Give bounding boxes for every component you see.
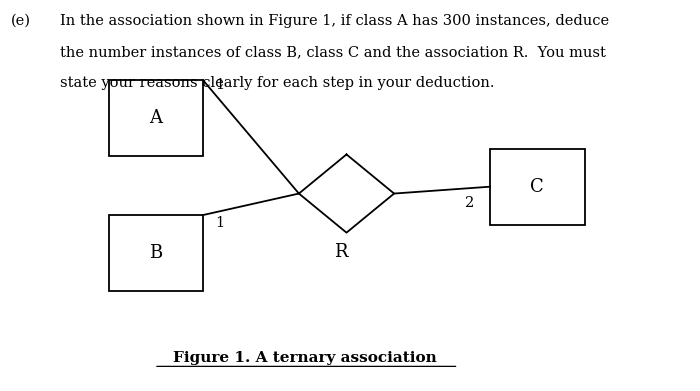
Bar — [108, 80, 203, 156]
Text: A: A — [149, 109, 162, 127]
Text: R: R — [334, 243, 348, 261]
Text: (e): (e) — [10, 14, 31, 28]
Text: the number instances of class B, class C and the association R.  You must: the number instances of class B, class C… — [60, 45, 606, 59]
Text: C: C — [531, 178, 544, 196]
Bar — [490, 149, 584, 225]
Text: Figure 1. A ternary association: Figure 1. A ternary association — [173, 351, 436, 365]
Bar — [108, 215, 203, 291]
Text: 1: 1 — [216, 216, 225, 230]
Text: 1: 1 — [216, 78, 225, 92]
Text: B: B — [149, 244, 162, 262]
Text: 2: 2 — [465, 196, 474, 210]
Text: state your reasons clearly for each step in your deduction.: state your reasons clearly for each step… — [60, 76, 494, 90]
Text: In the association shown in Figure 1, if class A has 300 instances, deduce: In the association shown in Figure 1, if… — [60, 14, 608, 28]
